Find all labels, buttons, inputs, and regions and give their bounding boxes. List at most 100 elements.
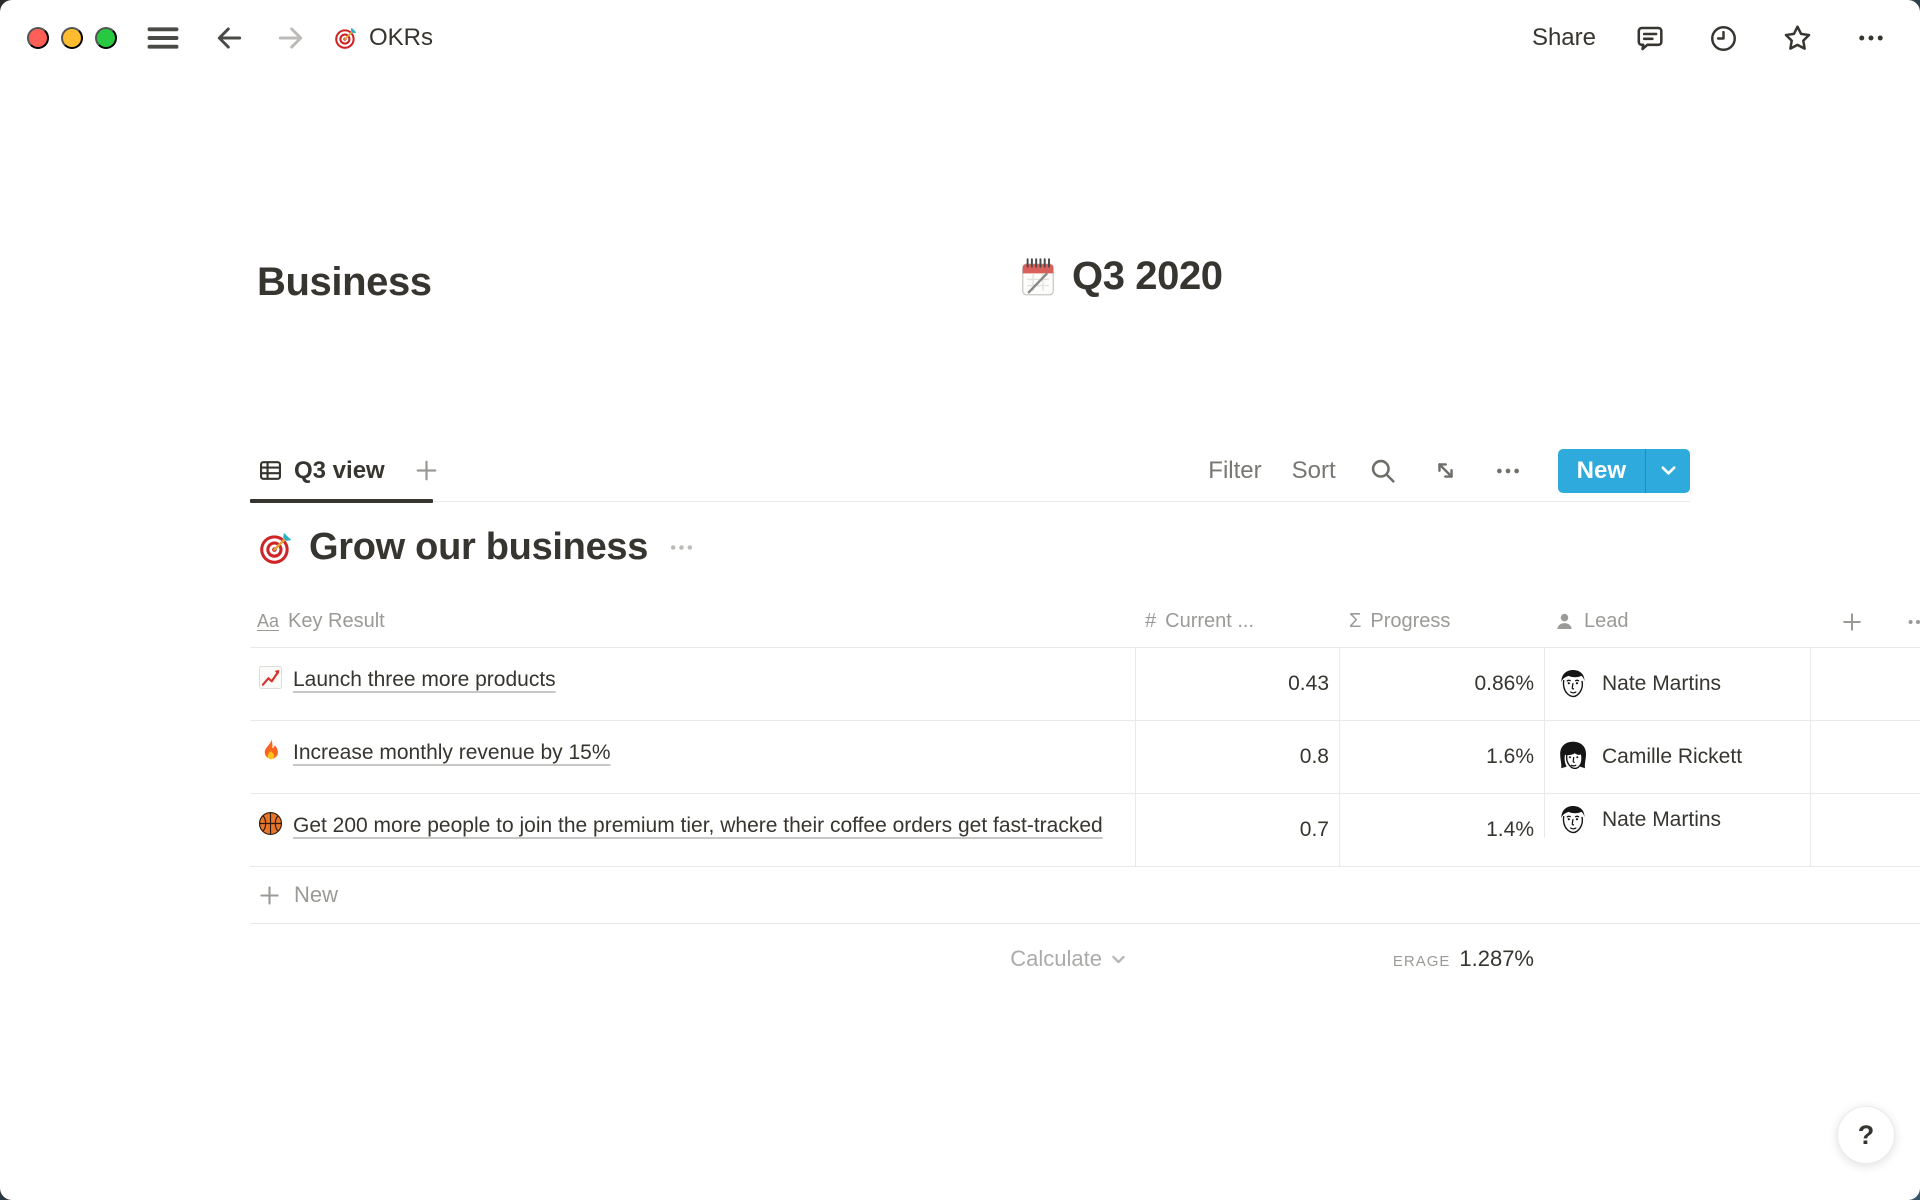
table-row: Increase monthly revenue by 15% 0.8 1.6%… xyxy=(250,721,1920,794)
key-result-link[interactable]: Get 200 more people to join the premium … xyxy=(293,814,1103,837)
empty-cell[interactable] xyxy=(1810,648,1920,720)
lead-cell[interactable]: Nate Martins xyxy=(1544,648,1810,720)
table-row: Launch three more products 0.43 0.86% Na… xyxy=(250,648,1920,721)
help-button[interactable]: ? xyxy=(1837,1106,1895,1164)
group-title: Grow our business xyxy=(309,526,649,568)
current-value-cell[interactable]: 0.7 xyxy=(1135,794,1339,866)
table-view-icon xyxy=(257,457,284,484)
lead-cell[interactable]: Camille Rickett xyxy=(1544,721,1810,793)
sidebar-toggle-button[interactable] xyxy=(141,16,185,60)
ellipsis-icon xyxy=(1856,23,1886,53)
lead-name: Camille Rickett xyxy=(1602,745,1743,768)
fire-emoji xyxy=(257,737,284,764)
progress-cell[interactable]: 1.4% xyxy=(1339,794,1544,866)
current-value-cell[interactable]: 0.8 xyxy=(1135,721,1339,793)
database-toolbar: Q3 view Filter Sort New xyxy=(250,440,1690,503)
plus-icon xyxy=(413,457,440,484)
column-header-key-result[interactable]: Aa Key Result xyxy=(257,610,385,632)
spiral-calendar-emoji xyxy=(1016,255,1060,299)
search-button[interactable] xyxy=(1366,454,1399,487)
key-result-link[interactable]: Launch three more products xyxy=(293,668,556,691)
table-header-row: Aa Key Result # Current ... Σ Progress L… xyxy=(250,596,1920,648)
close-window-button[interactable] xyxy=(27,27,49,49)
avatar xyxy=(1555,802,1591,838)
ellipsis-icon xyxy=(1906,610,1920,634)
text-property-icon: Aa xyxy=(257,610,280,632)
avatar xyxy=(1555,666,1591,702)
column-heading-q3-2020: Q3 2020 xyxy=(1016,254,1223,299)
minimize-window-button[interactable] xyxy=(61,27,83,49)
current-value-cell[interactable]: 0.43 xyxy=(1135,648,1339,720)
star-icon xyxy=(1781,22,1814,55)
sort-button[interactable]: Sort xyxy=(1291,456,1336,484)
breadcrumb[interactable]: OKRs xyxy=(333,24,433,52)
forward-button[interactable] xyxy=(271,18,311,58)
updates-button[interactable] xyxy=(1704,19,1743,58)
person-property-icon xyxy=(1554,611,1575,632)
table-options-button[interactable] xyxy=(1904,608,1920,636)
table-footer-row: Calculate ERAGE 1.287% xyxy=(250,924,1920,994)
column-header-current[interactable]: # Current ... xyxy=(1145,610,1255,632)
new-record-dropdown-button[interactable] xyxy=(1645,448,1690,493)
target-emoji-icon xyxy=(333,25,359,51)
share-button[interactable]: Share xyxy=(1531,24,1596,51)
favorite-button[interactable] xyxy=(1777,18,1818,59)
back-arrow-icon xyxy=(213,22,245,54)
filter-button[interactable]: Filter xyxy=(1208,456,1262,484)
new-row-button[interactable]: New xyxy=(250,867,1920,924)
lead-cell[interactable]: Nate Martins xyxy=(1544,794,1810,838)
ellipsis-icon xyxy=(668,534,695,561)
progress-cell[interactable]: 1.6% xyxy=(1339,721,1544,793)
plus-icon xyxy=(1840,610,1864,634)
plus-icon xyxy=(257,883,282,908)
column-header-lead[interactable]: Lead xyxy=(1544,596,1810,647)
key-result-cell[interactable]: Increase monthly revenue by 15% xyxy=(250,721,1135,793)
comments-button[interactable] xyxy=(1630,18,1670,58)
tab-q3-view[interactable]: Q3 view xyxy=(250,457,385,485)
add-view-button[interactable] xyxy=(411,455,442,486)
new-record-button[interactable]: New xyxy=(1558,449,1645,493)
formula-property-icon: Σ xyxy=(1349,610,1362,632)
back-button[interactable] xyxy=(209,18,249,58)
forward-arrow-icon xyxy=(275,22,307,54)
chevron-down-icon xyxy=(1110,951,1127,968)
key-result-link[interactable]: Increase monthly revenue by 15% xyxy=(293,741,611,764)
average-value: 1.287% xyxy=(1459,946,1534,971)
lead-name: Nate Martins xyxy=(1602,808,1722,831)
group-menu-button[interactable] xyxy=(668,534,695,561)
progress-cell[interactable]: 0.86% xyxy=(1339,648,1544,720)
header-extra-actions xyxy=(1810,596,1920,647)
zoom-window-button[interactable] xyxy=(95,27,117,49)
table-row: Get 200 more people to join the premium … xyxy=(250,794,1920,867)
expand-button[interactable] xyxy=(1429,454,1462,487)
okr-table: Aa Key Result # Current ... Σ Progress L… xyxy=(250,596,1920,994)
column-heading-business: Business xyxy=(257,260,432,304)
expand-diagonal-icon xyxy=(1431,456,1460,485)
calculate-button[interactable]: Calculate xyxy=(250,946,1135,972)
active-tab-underline xyxy=(250,499,433,503)
chevron-down-icon xyxy=(1659,461,1678,480)
more-options-button[interactable] xyxy=(1852,19,1890,57)
dart-target-emoji xyxy=(257,529,295,567)
lead-name: Nate Martins xyxy=(1602,672,1722,695)
basketball-emoji xyxy=(257,810,284,837)
new-record-button-group: New xyxy=(1557,448,1690,493)
average-label: ERAGE xyxy=(1392,953,1451,970)
empty-cell[interactable] xyxy=(1810,721,1920,793)
group-heading: Grow our business xyxy=(257,526,695,569)
page-title: OKRs xyxy=(369,24,434,51)
avatar xyxy=(1555,739,1591,775)
empty-cell[interactable] xyxy=(1810,794,1920,866)
column-header-progress[interactable]: Σ Progress xyxy=(1349,610,1451,632)
toolbar-actions: Filter Sort New xyxy=(1208,448,1690,493)
key-result-cell[interactable]: Launch three more products xyxy=(250,648,1135,720)
view-options-button[interactable] xyxy=(1492,455,1524,487)
key-result-cell[interactable]: Get 200 more people to join the premium … xyxy=(250,794,1135,866)
number-property-icon: # xyxy=(1145,610,1157,632)
traffic-lights xyxy=(27,27,117,49)
window-topbar: OKRs Share xyxy=(0,0,1920,76)
progress-average-calc[interactable]: ERAGE 1.287% xyxy=(1339,946,1544,972)
topbar-actions: Share xyxy=(1532,18,1890,59)
add-column-button[interactable] xyxy=(1838,608,1866,636)
